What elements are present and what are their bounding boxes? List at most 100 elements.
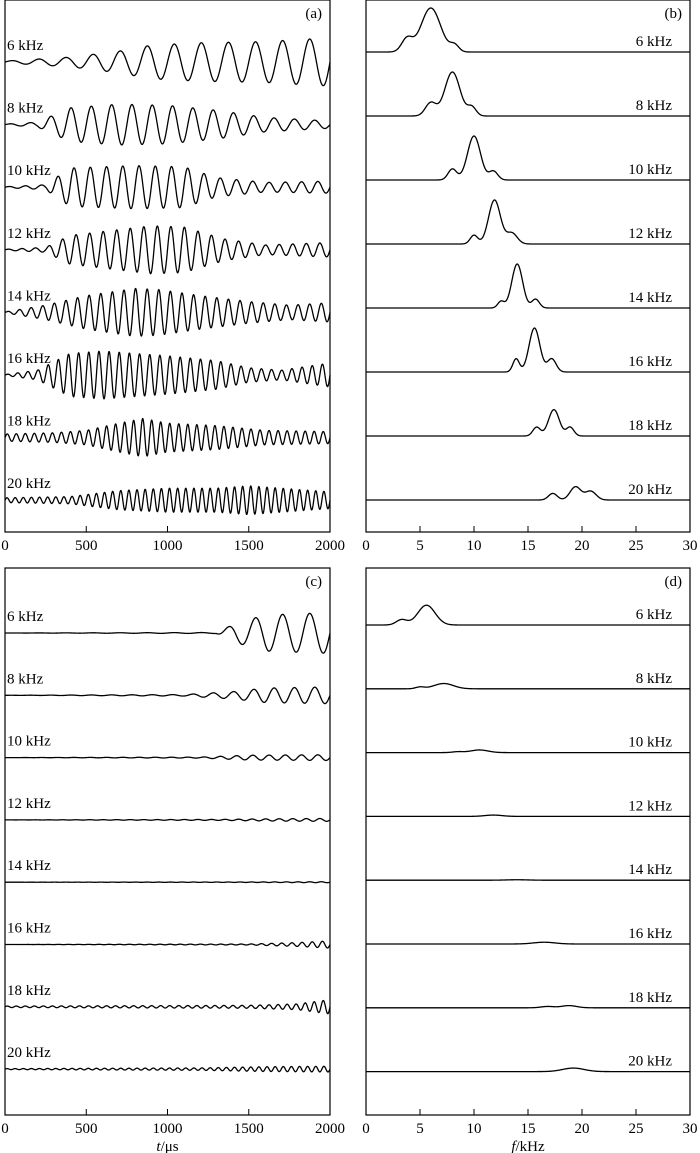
series-label: 10 kHz [628, 735, 672, 751]
x-tick-label: 0 [362, 1121, 370, 1137]
series-line [4, 686, 331, 705]
x-tick-label: 25 [629, 1121, 644, 1137]
series-label: 18 kHz [7, 414, 51, 430]
series-label: 12 kHz [628, 226, 672, 242]
series-label: 18 kHz [628, 418, 672, 434]
series-label: 8 kHz [636, 671, 673, 687]
series-label: 12 kHz [7, 796, 51, 812]
series-line [4, 1065, 331, 1073]
series-line [365, 604, 691, 626]
plot-frame [365, 0, 691, 533]
series-line [4, 165, 331, 210]
x-tick-label: 0 [362, 538, 370, 554]
series-label: 16 kHz [7, 921, 51, 937]
series-line [4, 417, 331, 457]
x-tick-label: 0 [1, 1121, 9, 1137]
x-tick-label: 1000 [153, 538, 183, 554]
series-label: 16 kHz [7, 351, 51, 367]
series-line [4, 999, 331, 1015]
x-tick-label: 1500 [234, 1121, 264, 1137]
x-tick-label: 1000 [153, 1121, 183, 1137]
series-line [4, 940, 331, 949]
x-tick-label: 15 [521, 1121, 536, 1137]
series-line [365, 682, 691, 690]
series-label: 20 kHz [7, 476, 51, 492]
series-line [365, 1067, 691, 1073]
x-tick-label: 2000 [315, 538, 345, 554]
series-line [4, 103, 331, 146]
series-line [365, 749, 691, 754]
x-tick-label: 15 [521, 538, 536, 554]
series-label: 6 kHz [7, 609, 44, 625]
x-tick-label: 0 [1, 538, 9, 554]
x-tick-label: 500 [75, 1121, 98, 1137]
series-label: 8 kHz [7, 671, 44, 687]
series-label: 6 kHz [7, 38, 44, 54]
series-label: 20 kHz [628, 482, 672, 498]
series-label: 10 kHz [7, 734, 51, 750]
series-line [365, 199, 691, 245]
series-line [4, 485, 331, 516]
series-label: 8 kHz [7, 101, 44, 117]
series-label: 10 kHz [7, 163, 51, 179]
panel-label: (a) [305, 6, 322, 22]
series-line [365, 263, 691, 309]
series-line [365, 408, 691, 437]
series-line [365, 135, 691, 181]
series-line [4, 612, 331, 654]
x-tick-label: 5 [416, 538, 424, 554]
series-line [4, 817, 331, 822]
series-line [365, 7, 691, 53]
x-tick-label: 20 [575, 538, 590, 554]
series-label: 20 kHz [628, 1054, 672, 1070]
series-line [365, 485, 691, 501]
panel-a: (a) 0 500 1000 1500 2000 6 kHz 8 kHz 10 kHz 12 kH… [1, 0, 345, 554]
series-line [4, 754, 331, 762]
series-label: 14 kHz [628, 290, 672, 306]
series-label: 12 kHz [628, 798, 672, 814]
series-line [365, 71, 691, 117]
panel-b: (b) 0 5 10 15 20 25 30 6 kHz 8 kHz 10 kHz 12 kHz 14 … [362, 0, 698, 554]
panel-label: (b) [665, 6, 683, 22]
series-line [4, 225, 331, 275]
series-line [365, 814, 691, 818]
series-line [365, 1004, 691, 1009]
panel-label: (d) [665, 574, 683, 590]
panel-d: (d) 0 5 10 15 20 25 30 f/kHz 6 kHz 8 kHz 10 kHz 12 k… [362, 567, 698, 1153]
x-tick-label: 2000 [315, 1121, 345, 1137]
series-line [365, 327, 691, 373]
x-axis-label: f/kHz [511, 1139, 545, 1153]
series-line [365, 941, 691, 945]
series-label: 14 kHz [628, 862, 672, 878]
x-tick-label: 5 [416, 1121, 424, 1137]
series-label: 16 kHz [628, 926, 672, 942]
plot-frame [365, 567, 691, 1116]
x-axis-label: t/μs [156, 1139, 178, 1153]
series-label: 16 kHz [628, 354, 672, 370]
x-tick-label: 10 [467, 538, 482, 554]
x-tick-label: 1500 [234, 538, 264, 554]
x-tick-label: 25 [629, 538, 644, 554]
plot-frame [4, 0, 331, 533]
plot-frame [4, 567, 331, 1116]
series-line [4, 881, 331, 884]
series-label: 18 kHz [628, 990, 672, 1006]
series-label: 18 kHz [7, 983, 51, 999]
x-tick-label: 500 [75, 538, 98, 554]
x-tick-label: 30 [683, 538, 698, 554]
series-label: 14 kHz [7, 288, 51, 304]
series-label: 20 kHz [7, 1045, 51, 1061]
series-label: 14 kHz [7, 858, 51, 874]
x-tick-label: 30 [683, 1121, 698, 1137]
series-label: 10 kHz [628, 162, 672, 178]
x-tick-label: 20 [575, 1121, 590, 1137]
panel-label: (c) [305, 574, 322, 590]
series-label: 6 kHz [636, 34, 673, 50]
panel-c: (c) 0 500 1000 1500 2000 t/μs 6 kHz 8 kHz 10 kHz 1… [1, 567, 345, 1153]
series-label: 6 kHz [636, 607, 673, 623]
series-line [4, 287, 331, 337]
series-line [4, 350, 331, 400]
series-line [4, 38, 331, 87]
series-label: 12 kHz [7, 226, 51, 242]
